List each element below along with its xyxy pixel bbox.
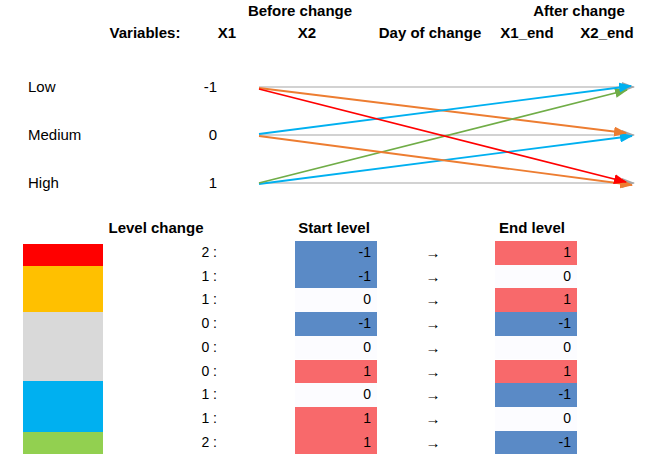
row-arrow-icon: → bbox=[418, 336, 448, 360]
level-change-value: 1 : bbox=[150, 407, 217, 431]
row-arrow-icon: → bbox=[418, 431, 448, 455]
row-arrow-icon: → bbox=[418, 312, 448, 336]
row-arrow-icon: → bbox=[418, 241, 448, 265]
start-level-cell: -1 bbox=[295, 265, 377, 289]
end-level-cell: 0 bbox=[495, 407, 577, 431]
end-level-cell: 0 bbox=[495, 336, 577, 360]
start-level-cell: -1 bbox=[295, 241, 377, 265]
level-change-value: 1 : bbox=[150, 265, 217, 289]
level-change-value: 0 : bbox=[150, 312, 217, 336]
start-level-cell: 0 bbox=[295, 336, 377, 360]
end-level-cell: -1 bbox=[495, 312, 577, 336]
row-arrow-icon: → bbox=[418, 407, 448, 431]
end-level-cell: 1 bbox=[495, 288, 577, 312]
start-level-cell: -1 bbox=[295, 312, 377, 336]
end-level-cell: 1 bbox=[495, 241, 577, 265]
legend-block-5 bbox=[23, 432, 103, 454]
slopegraph-arrows bbox=[0, 0, 645, 210]
level-change-value: 2 : bbox=[150, 431, 217, 455]
start-level-cell: 1 bbox=[295, 407, 377, 431]
variable-change-diagram: Before change After change Variables: X1… bbox=[0, 0, 645, 468]
end-level-cell: -1 bbox=[495, 383, 577, 407]
start-level-cell: 0 bbox=[295, 383, 377, 407]
legend-block-2 bbox=[23, 266, 103, 312]
start-level-cell: 1 bbox=[295, 360, 377, 384]
level-change-value: 1 : bbox=[150, 383, 217, 407]
row-arrow-icon: → bbox=[418, 288, 448, 312]
level-change-header: Level change bbox=[96, 219, 216, 236]
start-level-header: Start level bbox=[284, 219, 384, 236]
start-level-cell: 1 bbox=[295, 431, 377, 455]
start-level-cell: 0 bbox=[295, 288, 377, 312]
end-level-cell: -1 bbox=[495, 431, 577, 455]
row-arrow-icon: → bbox=[418, 383, 448, 407]
end-level-cell: 1 bbox=[495, 360, 577, 384]
legend-block-1 bbox=[23, 244, 103, 266]
row-arrow-icon: → bbox=[418, 360, 448, 384]
level-change-value: 0 : bbox=[150, 336, 217, 360]
legend-block-3 bbox=[23, 312, 103, 381]
end-level-cell: 0 bbox=[495, 265, 577, 289]
level-change-value: 1 : bbox=[150, 288, 217, 312]
end-level-header: End level bbox=[482, 219, 582, 236]
level-change-value: 2 : bbox=[150, 241, 217, 265]
row-arrow-icon: → bbox=[418, 265, 448, 289]
legend-block-4 bbox=[23, 381, 103, 432]
level-change-value: 0 : bbox=[150, 360, 217, 384]
